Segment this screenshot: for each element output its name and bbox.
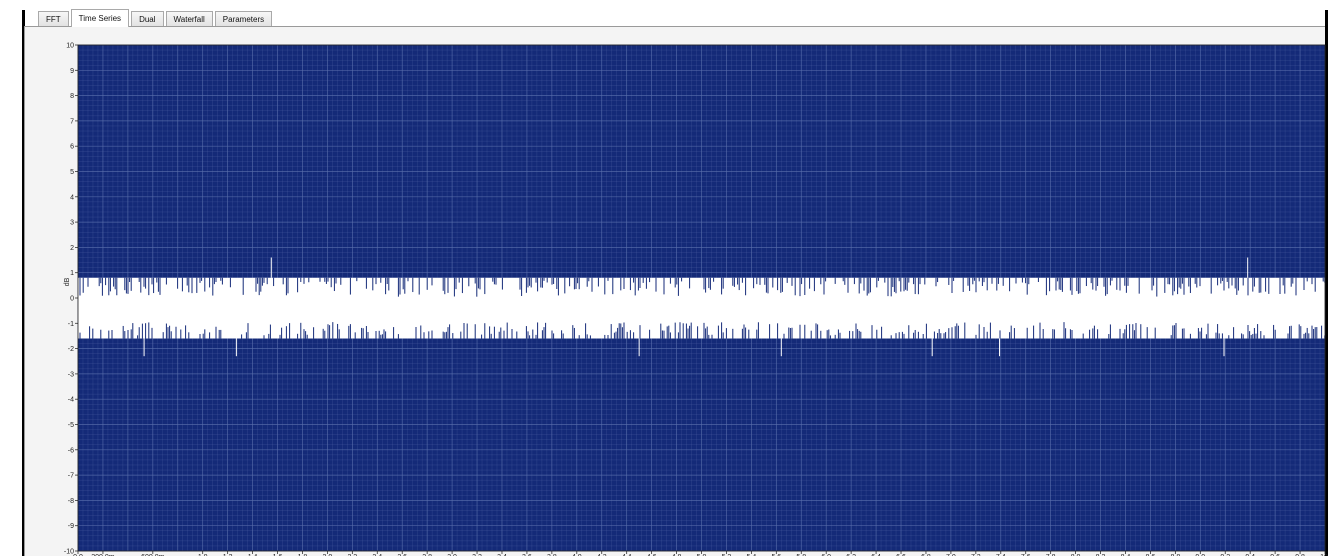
y-tick-label: 0 [70, 296, 74, 303]
x-tick-label: 9.4 [1245, 554, 1255, 556]
y-axis-label: dB [64, 277, 71, 286]
x-tick-label: 4.6 [647, 554, 657, 556]
x-tick-label: 6.4 [871, 554, 881, 556]
tab-dual[interactable]: Dual [131, 11, 164, 26]
x-tick-label: 4.0 [572, 554, 582, 556]
x-tick-label: 600.0m [141, 554, 165, 556]
x-tick-label: 8.4 [1121, 554, 1131, 556]
y-tick-label: 9 [70, 68, 74, 75]
x-tick-label: 1.2 [223, 554, 233, 556]
window-top-bar [0, 0, 1331, 10]
x-tick-label: 1.8 [298, 554, 308, 556]
x-tick-label: 7.8 [1046, 554, 1056, 556]
y-tick-label: -3 [68, 371, 74, 378]
x-tick-label: 5.6 [771, 554, 781, 556]
x-tick-label: 3.0 [447, 554, 457, 556]
x-tick-label: 10. [1320, 554, 1330, 556]
x-tick-label: 2.4 [372, 554, 382, 556]
x-tick-label: 9.8 [1295, 554, 1305, 556]
y-tick-label: -7 [68, 473, 74, 480]
y-tick-label: 5 [70, 169, 74, 176]
x-tick-label: 2.6 [397, 554, 407, 556]
y-tick-label: 6 [70, 144, 74, 151]
x-tick-label: 8.2 [1096, 554, 1106, 556]
y-tick-label: 4 [70, 194, 74, 201]
x-tick-label: 8.8 [1170, 554, 1180, 556]
left-border [22, 10, 25, 556]
x-tick-label: 3.8 [547, 554, 557, 556]
x-tick-label: 4.4 [622, 554, 632, 556]
x-tick-label: 7.2 [971, 554, 981, 556]
x-tick-label: 3.4 [497, 554, 507, 556]
y-tick-label: -8 [68, 498, 74, 505]
x-tick-label: 4.8 [672, 554, 682, 556]
x-tick-label: 1.6 [273, 554, 283, 556]
x-tick-label: 3.6 [522, 554, 532, 556]
tab-parameters[interactable]: Parameters [214, 11, 273, 26]
x-tick-label: 8.6 [1146, 554, 1156, 556]
tab-time-series[interactable]: Time Series [70, 9, 130, 27]
y-tick-label: 3 [70, 220, 74, 227]
y-tick-label: -1 [68, 321, 74, 328]
y-tick-label: 8 [70, 93, 74, 100]
x-tick-label: 9.2 [1220, 554, 1230, 556]
x-tick-label: 6.0 [821, 554, 831, 556]
x-tick-label: 2.2 [347, 554, 357, 556]
x-tick-label: 8.0 [1071, 554, 1081, 556]
x-tick-label: 7.4 [996, 554, 1006, 556]
y-tick-label: -9 [68, 523, 74, 530]
tab-waterfall[interactable]: Waterfall [165, 11, 213, 26]
x-tick-label: 6.8 [921, 554, 931, 556]
x-tick-label: 5.0 [697, 554, 707, 556]
y-tick-label: -5 [68, 422, 74, 429]
y-tick-label: 1 [70, 270, 74, 277]
right-border [1325, 10, 1328, 556]
tab-bar: FFT Time Series Dual Waterfall Parameter… [38, 9, 274, 27]
x-tick-label: 1.0 [198, 554, 208, 556]
x-tick-label: 1.4 [248, 554, 258, 556]
plot-border [77, 44, 1326, 552]
x-tick-label: 6.6 [896, 554, 906, 556]
x-tick-label: 2.0 [323, 554, 333, 556]
x-tick-label: 7.0 [946, 554, 956, 556]
x-tick-label: 6.2 [846, 554, 856, 556]
x-tick-label: 2.8 [422, 554, 432, 556]
signal-band [78, 277, 1325, 339]
tab-fft[interactable]: FFT [38, 11, 69, 26]
y-tick-label: -6 [68, 447, 74, 454]
y-tick-label: 7 [70, 118, 74, 125]
x-tick-label: 9.0 [1195, 554, 1205, 556]
x-tick-label: 200.0m [91, 554, 115, 556]
x-tick-label: 4.2 [597, 554, 607, 556]
y-tick-label: -4 [68, 397, 74, 404]
x-tick-label: 3.2 [472, 554, 482, 556]
x-tick-label: 7.6 [1021, 554, 1031, 556]
x-tick-label: 5.4 [747, 554, 757, 556]
y-tick-label: 10 [66, 43, 74, 50]
y-tick-label: 2 [70, 245, 74, 252]
x-tick-label: 5.8 [796, 554, 806, 556]
y-tick-label: -10 [64, 549, 74, 556]
x-tick-label: 9.6 [1270, 554, 1280, 556]
x-tick-label: 0.0 [73, 554, 83, 556]
y-tick-label: -2 [68, 346, 74, 353]
x-tick-label: 5.2 [722, 554, 732, 556]
